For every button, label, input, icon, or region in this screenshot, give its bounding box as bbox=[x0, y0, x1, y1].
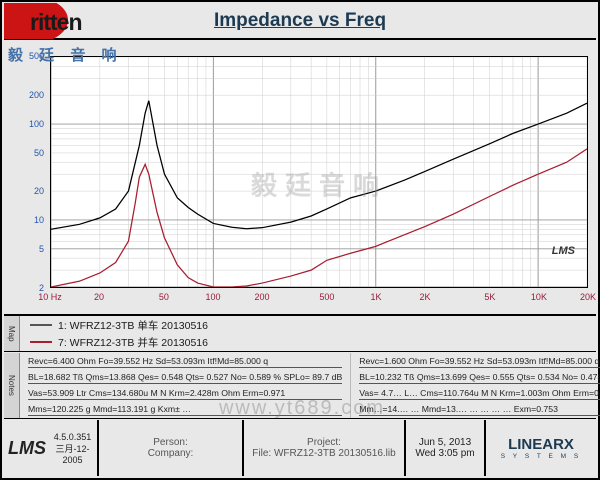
y-axis-tick-100: 100 bbox=[29, 119, 44, 129]
notes-columns: Revc=6.400 Ohm Fo=39.552 Hz Sd=53.093m I… bbox=[20, 353, 600, 418]
map-label: Map bbox=[4, 316, 20, 351]
curve-1: WFRZ12-3TB 单车 20130516[interactable] bbox=[51, 101, 587, 230]
x-axis-tick-50: 50 bbox=[159, 292, 169, 302]
date1-text: Jun 5, 2013 bbox=[419, 437, 471, 448]
notes-line-1-2: Vas= 4.7… L… Cms=110.764u M N Krm=1.003m… bbox=[359, 388, 600, 400]
linearx-logo-text: LINEARX bbox=[508, 436, 574, 453]
linearx-sub-text: S Y S T E M S bbox=[501, 453, 581, 460]
legend-row: Map 1: WFRZ12-3TB 单车 20130516 7: WFRZ12-3… bbox=[4, 314, 596, 352]
y-axis-tick-10: 10 bbox=[34, 215, 44, 225]
notes-line-0-1: BL=18.682 Tß Qms=13.868 Qes= 0.548 Qts= … bbox=[28, 372, 342, 384]
brand-logo-text: ritten bbox=[30, 9, 82, 36]
project-info-cell: Project: File: WFRZ12-3TB 20130516.lib bbox=[244, 420, 406, 476]
x-axis-tick-20: 20 bbox=[94, 292, 104, 302]
notes-line-0-2: Vas=53.909 Ltr Cms=134.680u M N Krm=2.42… bbox=[28, 388, 342, 400]
notes-column-1: Revc=1.600 Ohm Fo=39.552 Hz Sd=53.093m I… bbox=[351, 353, 600, 418]
y-axis-tick-20: 20 bbox=[34, 186, 44, 196]
x-axis-tick-10 Hz: 10 Hz bbox=[38, 292, 62, 302]
legend-label-0: 1: WFRZ12-3TB 单车 20130516 bbox=[58, 318, 208, 333]
plot-area: 毅 廷 音 响 毅廷音响 LMS 2 5 10 20 50 100 200 500 10 Hz… bbox=[4, 42, 596, 314]
x-axis-tick-2K: 2K bbox=[420, 292, 431, 302]
date2-text: Wed 3:05 pm bbox=[415, 448, 474, 459]
header-bar: ritten Impedance vs Freq bbox=[4, 4, 596, 40]
x-axis-tick-1K: 1K bbox=[370, 292, 381, 302]
file-label[interactable]: File: WFRZ12-3TB 20130516.lib bbox=[252, 448, 395, 459]
notes-line-1-1: BL=10.232 Tß Qms=13.699 Qes= 0.555 Qts= … bbox=[359, 372, 600, 384]
project-label[interactable]: Project: bbox=[307, 437, 341, 448]
notes-line-1-0: Revc=1.600 Ohm Fo=39.552 Hz Sd=53.093m I… bbox=[359, 356, 600, 368]
legend-swatch-1 bbox=[30, 341, 52, 343]
date-info-cell: Jun 5, 2013 Wed 3:05 pm bbox=[406, 420, 486, 476]
legend-swatch-0 bbox=[30, 324, 52, 326]
lms-version-text: 4.5.0.351 bbox=[52, 432, 93, 442]
impedance-chart-window: ritten Impedance vs Freq 毅 廷 音 响 毅廷音响 LM… bbox=[0, 0, 600, 480]
info-bar: LMS 4.5.0.351 三月-12-2005 Person: Company… bbox=[4, 420, 596, 476]
y-axis-labels: 2 5 10 20 50 100 200 500 bbox=[4, 56, 48, 288]
notes-label: Notes bbox=[4, 353, 20, 418]
legend-entries: 1: WFRZ12-3TB 单车 20130516 7: WFRZ12-3TB 并… bbox=[20, 316, 596, 351]
linearx-info-cell: LINEARX S Y S T E M S bbox=[486, 420, 596, 476]
x-axis-tick-10K: 10K bbox=[531, 292, 547, 302]
y-axis-tick-5: 5 bbox=[39, 244, 44, 254]
y-axis-tick-50: 50 bbox=[34, 148, 44, 158]
notes-row: Notes Revc=6.400 Ohm Fo=39.552 Hz Sd=53.… bbox=[4, 353, 596, 419]
person-info-cell: Person: Company: bbox=[99, 420, 244, 476]
notes-column-0: Revc=6.400 Ohm Fo=39.552 Hz Sd=53.093m I… bbox=[20, 353, 351, 418]
y-axis-tick-500: 500 bbox=[29, 51, 44, 61]
legend-entry-0[interactable]: 1: WFRZ12-3TB 单车 20130516 bbox=[30, 318, 596, 333]
person-label[interactable]: Person: bbox=[153, 437, 187, 448]
notes-line-1-3: Mm…=14.… … Mmd=13.… … … … … Exm=0.753 bbox=[359, 404, 600, 416]
x-axis-labels: 10 Hz 20 50 100 200 500 1K 2K 5K 10K 20K bbox=[50, 292, 588, 312]
notes-line-0-3: Mms=120.225 g Mmd=113.191 g Kxm± … bbox=[28, 404, 342, 416]
x-axis-tick-200: 200 bbox=[255, 292, 270, 302]
x-axis-tick-100: 100 bbox=[205, 292, 220, 302]
lms-plot-logo: LMS bbox=[552, 245, 575, 257]
company-label[interactable]: Company: bbox=[148, 448, 194, 459]
chart-curves-svg[interactable] bbox=[51, 57, 587, 287]
curve-7: WFRZ12-3TB 并车 20130516[interactable] bbox=[51, 149, 587, 287]
lms-info-cell: LMS 4.5.0.351 三月-12-2005 bbox=[4, 420, 99, 476]
legend-label-1: 7: WFRZ12-3TB 并车 20130516 bbox=[58, 335, 208, 350]
lms-logo-text: LMS bbox=[8, 438, 46, 459]
x-axis-tick-20K: 20K bbox=[580, 292, 596, 302]
y-axis-tick-200: 200 bbox=[29, 90, 44, 100]
notes-line-0-0: Revc=6.400 Ohm Fo=39.552 Hz Sd=53.093m I… bbox=[28, 356, 342, 368]
brand-logo: ritten bbox=[4, 3, 154, 39]
legend-entry-1[interactable]: 7: WFRZ12-3TB 并车 20130516 bbox=[30, 335, 596, 350]
x-axis-tick-500: 500 bbox=[319, 292, 334, 302]
page-title: Impedance vs Freq bbox=[154, 10, 446, 32]
impedance-plot[interactable]: 毅廷音响 LMS bbox=[50, 56, 588, 288]
x-axis-tick-5K: 5K bbox=[484, 292, 495, 302]
lms-date-text: 三月-12-2005 bbox=[52, 442, 93, 465]
